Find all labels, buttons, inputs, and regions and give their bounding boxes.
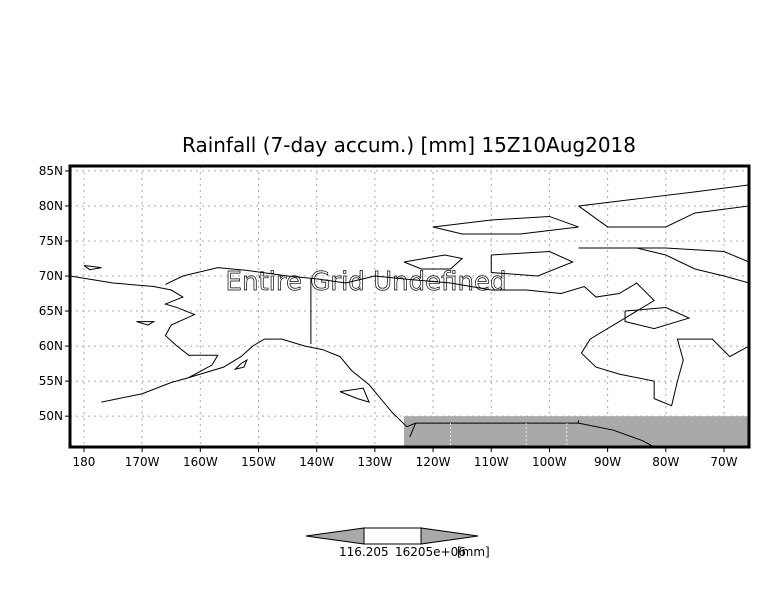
island-outline: [339, 387, 370, 403]
x-tick-label: 150W: [241, 455, 276, 469]
x-tick-label: 120W: [416, 455, 451, 469]
colorbar-box: [363, 527, 422, 545]
x-tick-label: 180: [73, 455, 96, 469]
y-tick-label: 75N: [39, 234, 63, 248]
x-tick-label: 80W: [652, 455, 679, 469]
coastline: [69, 275, 219, 403]
island-outline: [624, 307, 691, 330]
x-tick-label: 90W: [594, 455, 621, 469]
chart-title: Rainfall (7-day accum.) [mm] 15Z10Aug201…: [182, 133, 636, 157]
y-tick-label: 60N: [39, 339, 63, 353]
x-tick-label: 100W: [532, 455, 567, 469]
island-outline: [403, 254, 464, 270]
y-tick-label: 80N: [39, 199, 63, 213]
coastlines: [69, 184, 750, 448]
coastline: [165, 267, 750, 407]
island-outline: [578, 247, 750, 284]
y-tick-label: 55N: [39, 374, 63, 388]
colorbar-unit: [mm]: [457, 545, 490, 559]
colorbar-label-high: 16205e+06: [395, 545, 466, 559]
island-outline: [83, 265, 102, 271]
y-tick-label: 70N: [39, 269, 63, 283]
y-tick-label: 85N: [39, 164, 63, 178]
plot-frame: [68, 164, 751, 449]
x-tick-label: 170W: [125, 455, 160, 469]
undefined-data-region: [403, 416, 749, 447]
colorbar-left-arrow: [305, 527, 365, 545]
y-tick-label: 65N: [39, 304, 63, 318]
y-tick-label: 50N: [39, 409, 63, 423]
x-tick-label: 70W: [710, 455, 737, 469]
colorbar-right-arrow: [420, 527, 479, 545]
island-outline: [432, 215, 579, 235]
coastline: [188, 338, 417, 438]
undefined-annotation: Entire Grid Undefined: [226, 267, 507, 297]
x-tick-label: 130W: [357, 455, 392, 469]
x-tick-label: 110W: [474, 455, 509, 469]
island-outline: [490, 250, 574, 277]
colorbar-label-low: 116.205: [339, 545, 389, 559]
x-tick-label: 160W: [183, 455, 218, 469]
colorbar: 116.205 16205e+06 [mm]: [305, 527, 490, 559]
island-outline: [136, 321, 156, 326]
island-outline: [233, 358, 248, 371]
coastline: [578, 422, 655, 448]
x-tick-label: 140W: [299, 455, 334, 469]
